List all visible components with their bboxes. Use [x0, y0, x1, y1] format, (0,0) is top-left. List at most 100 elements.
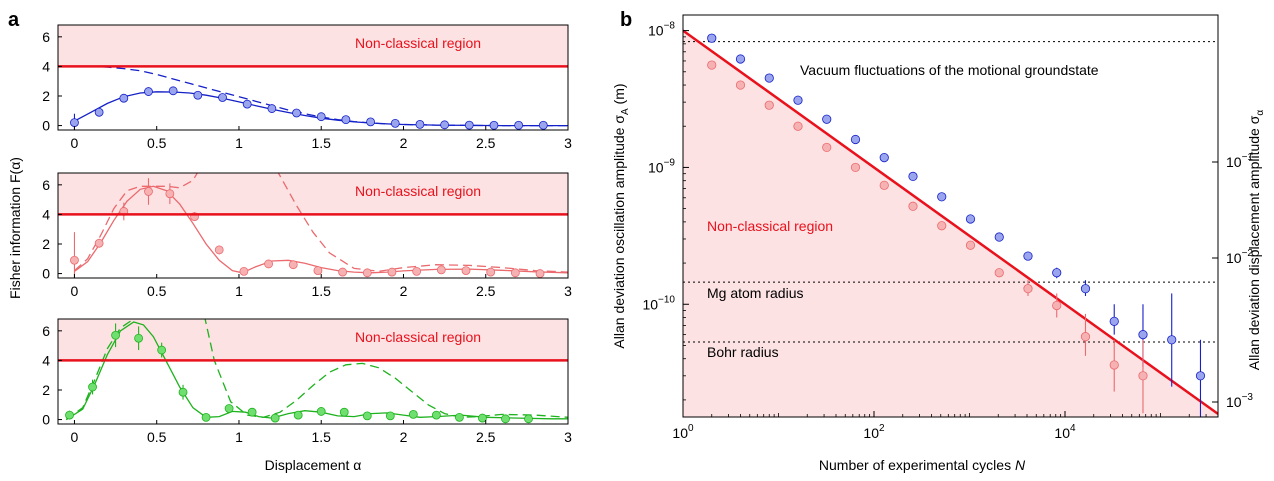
data-point-middle	[288, 260, 298, 270]
axes-frame-middle	[57, 172, 569, 279]
data-point-red	[793, 121, 803, 131]
annotation-bohr: Bohr radius	[707, 344, 779, 360]
annotation-nonclassical: Non-classical region	[707, 218, 833, 234]
data-point-bottom	[339, 407, 349, 417]
data-point-top	[292, 108, 301, 118]
data-point-bottom	[201, 412, 211, 422]
x-tick-label-middle: 1.5	[311, 283, 331, 299]
fit-curve-top	[74, 91, 568, 127]
data-point-middle	[535, 269, 545, 278]
theory-curve-top	[74, 65, 568, 127]
data-point-bottom	[478, 413, 487, 423]
data-point-bottom	[224, 404, 234, 413]
data-point-bottom	[270, 413, 280, 423]
data-point-blue	[1080, 284, 1091, 294]
data-point-middle	[70, 255, 79, 265]
data-point-top	[193, 90, 203, 100]
data-point-bottom	[293, 410, 303, 420]
nonclassical-label-bottom: Non-classical region	[355, 329, 481, 345]
fit-line-b	[683, 29, 1218, 415]
panel-b-label: b	[620, 9, 632, 31]
x-tick-label-bottom: 1	[235, 429, 243, 445]
data-point-top	[242, 99, 252, 109]
data-point-bottom	[157, 345, 167, 355]
data-point-middle	[239, 266, 249, 276]
nonclassical-region-top	[58, 25, 568, 67]
data-point-top	[316, 112, 326, 122]
x-tick-label-middle: 3	[564, 283, 572, 299]
data-point-top	[464, 120, 474, 130]
data-point-middle	[412, 266, 422, 276]
x-tick-label-middle: 2.5	[476, 283, 496, 299]
data-point-blue	[994, 232, 1004, 242]
data-point-blue	[735, 54, 746, 64]
x-tick-label-top: 2.5	[476, 135, 496, 151]
theory-curve-middle	[74, 173, 568, 273]
data-point-red	[937, 221, 947, 231]
data-point-bottom	[111, 330, 120, 340]
panel-a-ylabel: Fisher information F(α)	[7, 157, 23, 299]
data-point-red	[822, 142, 832, 153]
data-point-bottom	[524, 414, 533, 424]
data-point-blue	[793, 95, 803, 105]
y-tick-label-bottom: 4	[42, 352, 50, 368]
axes-frame-b	[682, 14, 1219, 418]
data-point-bottom	[408, 409, 418, 419]
data-point-bottom	[134, 333, 144, 343]
data-point-bottom	[385, 411, 395, 421]
y-tick-label-bottom: 6	[42, 323, 50, 339]
y-tick-label-left-b: 10−9	[648, 157, 675, 175]
plot-area-middle	[70, 173, 568, 278]
x-tick-label-top: 2	[400, 135, 408, 151]
panel-b-ylabel-right: Allan deviation displacement amplitude σ…	[1246, 110, 1266, 371]
data-point-bottom	[247, 407, 257, 417]
data-point-red	[1023, 284, 1033, 294]
data-point-middle	[144, 187, 153, 196]
x-tick-label-bottom: 0.5	[147, 429, 167, 445]
data-point-red	[879, 180, 889, 190]
data-point-bottom	[431, 410, 441, 420]
annotation-vacuum: Vacuum fluctuations of the motional grou…	[800, 62, 1099, 78]
axes-frame-top	[57, 24, 569, 131]
x-tick-label-bottom: 2	[400, 429, 408, 445]
subplot-bottom: Non-classical region 0 0.5 1 1.5 2 2.5 3 0 2 4 6	[42, 318, 572, 445]
data-point-top	[70, 118, 79, 128]
data-point-top	[94, 107, 104, 117]
panel-a-label: a	[8, 9, 20, 31]
x-tick-label-middle: 1	[235, 283, 243, 299]
data-point-blue	[822, 114, 832, 124]
data-point-red	[764, 100, 774, 110]
data-point-red	[850, 162, 861, 173]
data-point-middle	[486, 267, 496, 277]
data-point-red	[908, 201, 918, 211]
y-tick-label-middle: 4	[42, 206, 50, 222]
data-point-middle	[387, 267, 397, 277]
data-point-top	[168, 86, 178, 96]
data-point-middle	[165, 189, 175, 199]
data-point-blue	[908, 171, 918, 181]
y-tick-label-top: 4	[42, 58, 50, 74]
y-tick-label-bottom: 0	[42, 412, 50, 428]
y-tick-label-bottom: 2	[42, 382, 50, 398]
data-point-top	[119, 93, 129, 103]
y-tick-label-left-b: 10−10	[642, 294, 675, 312]
x-tick-label-b: 100	[672, 423, 694, 441]
y-tick-label-left-b: 10−8	[648, 21, 675, 39]
nonclassical-region-bottom	[58, 319, 568, 361]
panel-b: b Vacuum fluctuations of the motional gro…	[611, 9, 1266, 473]
data-point-top	[514, 120, 524, 130]
data-point-red	[994, 268, 1004, 278]
y-tick-label-right-b: 10−3	[1226, 392, 1253, 410]
data-point-top	[415, 119, 425, 129]
y-tick-label-top: 2	[42, 88, 50, 104]
plot-area-bottom	[65, 319, 568, 424]
y-tick-label-right-b: 10−1	[1226, 152, 1253, 170]
nonclassical-label-middle: Non-classical region	[355, 183, 481, 199]
x-tick-label-top: 1	[235, 135, 243, 151]
data-point-top	[390, 118, 400, 128]
data-point-blue	[1109, 316, 1119, 326]
data-point-top	[144, 87, 153, 96]
data-point-bottom	[362, 411, 372, 421]
